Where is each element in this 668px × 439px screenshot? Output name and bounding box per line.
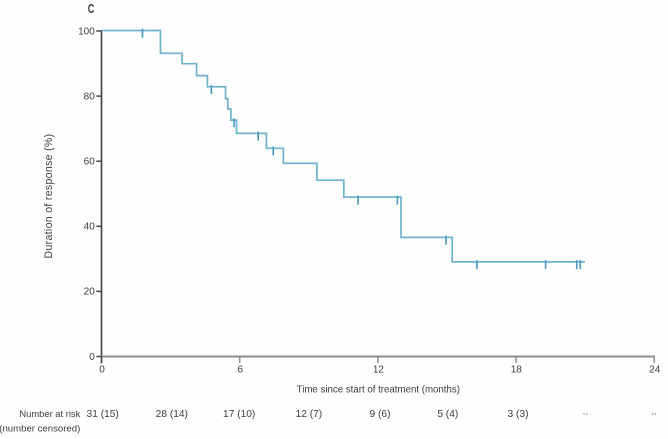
svg-text:Duration of response (%): Duration of response (%) [43, 134, 55, 259]
svg-text:..: .. [583, 407, 589, 418]
svg-text:12: 12 [373, 365, 385, 376]
svg-text:(number censored): (number censored) [0, 424, 80, 435]
svg-text:..: .. [651, 407, 657, 418]
svg-text:60: 60 [84, 157, 96, 168]
svg-text:Time since start of treatment: Time since start of treatment (months) [297, 385, 460, 396]
svg-text:0: 0 [89, 352, 95, 363]
svg-text:20: 20 [84, 287, 96, 298]
svg-text:80: 80 [84, 91, 96, 102]
svg-text:0: 0 [99, 365, 105, 376]
svg-text:100: 100 [78, 26, 95, 37]
svg-text:24: 24 [649, 365, 661, 376]
svg-text:31 (15): 31 (15) [87, 409, 119, 420]
svg-text:3 (3): 3 (3) [508, 409, 529, 420]
svg-text:18: 18 [511, 365, 523, 376]
svg-text:9 (6): 9 (6) [370, 409, 391, 420]
svg-text:C: C [88, 1, 95, 16]
svg-text:6: 6 [238, 365, 244, 376]
svg-text:5 (4): 5 (4) [437, 409, 458, 420]
svg-text:Number at risk: Number at risk [19, 408, 80, 419]
svg-text:17 (10): 17 (10) [223, 409, 255, 420]
svg-text:12 (7): 12 (7) [296, 409, 323, 420]
svg-text:28 (14): 28 (14) [156, 409, 188, 420]
svg-text:40: 40 [84, 222, 96, 233]
